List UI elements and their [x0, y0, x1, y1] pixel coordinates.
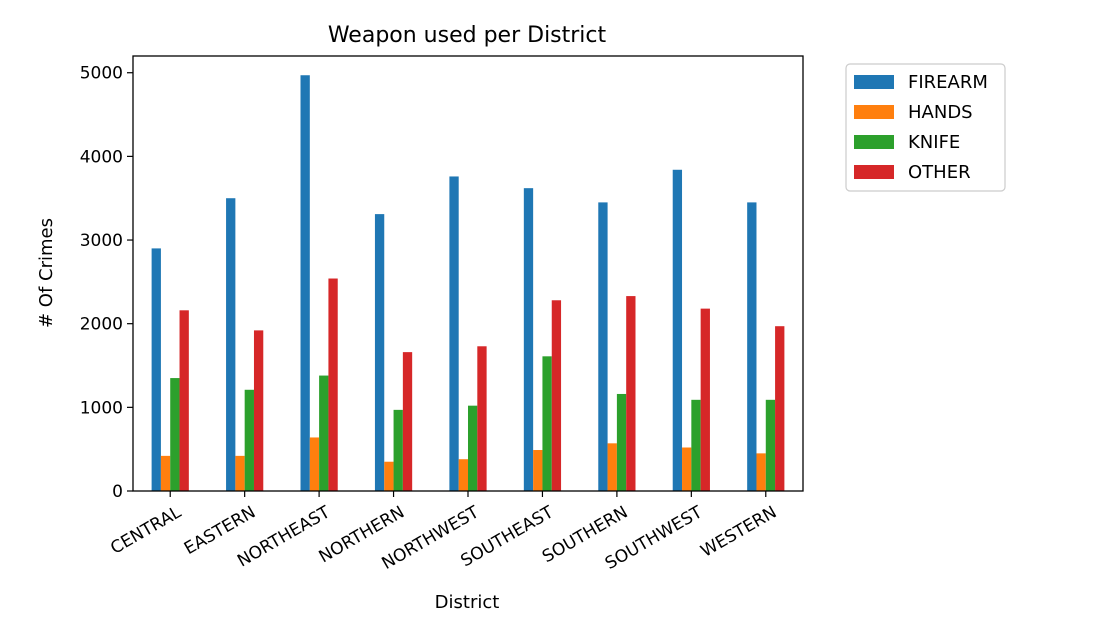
y-tick-label: 1000 [80, 398, 123, 418]
bar-firearm-southeast [523, 188, 534, 492]
bar-other-central [179, 310, 189, 491]
bar-knife-eastern [244, 389, 254, 491]
bar-hands-eastern [235, 455, 245, 491]
x-axis: CENTRALEASTERNNORTHEASTNORTHERNNORTHWEST… [107, 491, 780, 574]
chart-title: Weapon used per District [328, 23, 607, 48]
bar-hands-northeast [309, 437, 320, 491]
legend-frame [845, 63, 1006, 192]
bar-firearm-western [747, 202, 757, 491]
bar-knife-northwest [468, 405, 478, 491]
legend-swatch-other [854, 165, 894, 179]
bar-other-eastern [253, 330, 264, 491]
x-axis-title: District [435, 592, 500, 613]
bar-firearm-northern [374, 214, 385, 492]
legend-swatch-knife [854, 135, 894, 149]
bar-hands-northwest [458, 459, 468, 491]
bar-knife-southwest [691, 399, 701, 491]
bar-other-northeast [328, 278, 338, 491]
bar-knife-northern [393, 409, 403, 491]
legend-swatch-hands [854, 105, 894, 119]
bar-firearm-northwest [449, 176, 459, 491]
bar-other-southern [626, 296, 636, 491]
legend-swatch-firearm [854, 75, 894, 89]
legend-label-other: OTHER [908, 162, 971, 183]
bar-firearm-northeast [300, 75, 310, 492]
bar-hands-southwest [682, 447, 692, 491]
bar-firearm-eastern [226, 198, 236, 491]
x-tick-label: WESTERN [698, 502, 781, 561]
legend: FIREARM HANDS KNIFE OTHER [845, 63, 1006, 192]
bar-firearm-southern [598, 202, 608, 491]
bar-hands-southeast [533, 450, 543, 491]
bar-hands-western [756, 453, 766, 491]
bar-hands-central [160, 455, 171, 491]
bar-hands-southern [607, 443, 617, 491]
bar-knife-central [170, 378, 180, 491]
legend-label-firearm: FIREARM [908, 72, 988, 93]
bar-hands-northern [384, 461, 394, 491]
bar-other-northern [402, 352, 413, 491]
y-axis-title: # Of Crimes [36, 218, 57, 328]
bar-knife-southeast [542, 356, 552, 491]
bar-knife-western [765, 399, 776, 491]
x-tick-label: CENTRAL [107, 502, 185, 559]
bar-other-southeast [551, 300, 562, 491]
bar-other-western [775, 326, 785, 491]
legend-label-knife: KNIFE [908, 132, 960, 153]
y-tick-label: 3000 [80, 231, 123, 251]
bar-other-southwest [700, 308, 710, 491]
y-tick-label: 0 [112, 482, 123, 502]
bar-firearm-southwest [672, 169, 683, 491]
bar-knife-northeast [319, 375, 329, 491]
bar-firearm-central [151, 248, 161, 491]
legend-label-hands: HANDS [908, 102, 973, 123]
y-tick-label: 2000 [80, 315, 123, 335]
bars-group [151, 75, 785, 492]
y-tick-label: 4000 [80, 147, 123, 167]
bar-other-northwest [477, 346, 487, 491]
y-tick-label: 5000 [80, 64, 123, 84]
y-axis: 0 1000 2000 3000 4000 5000 [80, 64, 133, 502]
bar-knife-southern [616, 393, 627, 491]
